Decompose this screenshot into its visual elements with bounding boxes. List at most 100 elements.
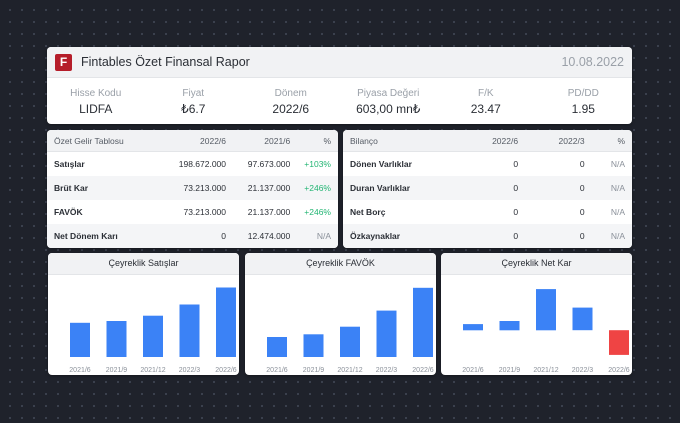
bar-2021-9 xyxy=(499,321,520,331)
metric-label: Fiyat xyxy=(182,88,205,99)
key-metrics: Hisse Kodu LIDFA Fiyat ₺6.7 Dönem 2022/6… xyxy=(47,78,632,124)
quarterly-net-profit-chart: 2021/6 2021/9 2021/12 2022/3 2022/6 xyxy=(462,289,630,374)
cell-current: 0 xyxy=(163,224,234,248)
chart-title: Çeyreklik FAVÖK xyxy=(245,253,436,275)
bar-2021-9 xyxy=(106,321,127,357)
chart-title: Çeyreklik Net Kar xyxy=(441,253,632,275)
report-title-bar: F Fintables Özet Finansal Rapor 10.08.20… xyxy=(47,47,632,78)
quarterly-sales-chart: 2021/6 2021/9 2021/12 2022/3 2022/6 xyxy=(69,287,237,374)
table-row: Brüt Kar 73.213.000 21.137.000 +246% xyxy=(47,176,338,200)
x-tick-label: 2021/12 xyxy=(337,367,362,374)
quarterly-favok-chart: 2021/6 2021/9 2021/12 2022/3 2022/6 xyxy=(266,287,434,374)
cell-current: 73.213.000 xyxy=(163,176,234,200)
cell-current: 0 xyxy=(458,224,526,248)
bar-2022-3 xyxy=(572,307,593,331)
metric-period: Dönem 2022/6 xyxy=(242,78,340,124)
cell-previous: 21.137.000 xyxy=(233,176,298,200)
fintables-logo-icon: F xyxy=(55,53,72,71)
report-header-card: F Fintables Özet Finansal Rapor 10.08.20… xyxy=(47,47,632,124)
x-tick-label: 2021/6 xyxy=(462,367,484,374)
metric-value: 23.47 xyxy=(470,102,501,116)
cell-change: N/A xyxy=(610,207,625,217)
metric-label: Dönem xyxy=(274,88,307,99)
bar-2021-12 xyxy=(340,326,360,357)
cell-change: +246% xyxy=(297,176,338,200)
x-tick-label: 2021/9 xyxy=(106,367,128,374)
row-label: Net Borç xyxy=(350,207,386,217)
cell-previous: 97.673.000 xyxy=(247,159,291,169)
column-header: Özet Gelir Tablosu xyxy=(47,130,164,152)
cell-change: N/A xyxy=(297,224,338,248)
column-header: % xyxy=(591,130,632,152)
quarterly-favok-chart-card: Çeyreklik FAVÖK 2021/6 2021/9 2021/12 2022/… xyxy=(245,253,436,375)
metric-label: PD/DD xyxy=(567,88,599,99)
metric-value: 1.95 xyxy=(571,102,595,116)
metric-label: F/K xyxy=(477,88,494,99)
x-tick-label: 2022/3 xyxy=(572,367,594,374)
metric-label: Hisse Kodu xyxy=(70,88,122,99)
cell-previous: 0 xyxy=(525,224,592,248)
x-tick-label: 2022/6 xyxy=(608,367,630,374)
metric-pb-ratio: PD/DD 1.95 xyxy=(535,78,633,124)
bar-2021-6 xyxy=(267,337,287,357)
cell-change: N/A xyxy=(610,159,625,169)
table-row: Net Dönem Karı 0 12.474.000 N/A xyxy=(47,224,338,248)
balance-sheet-table: Bilanço 2022/6 2022/3 % Dönen Varlıklar … xyxy=(343,130,632,248)
cell-current: 0 xyxy=(513,159,519,169)
row-label: Net Dönem Karı xyxy=(47,224,164,248)
bar-2021-12 xyxy=(536,289,556,331)
cell-change: +103% xyxy=(304,159,331,169)
quarterly-sales-chart-card: Çeyreklik Satışlar 2021/6 2021/9 2021/12 20… xyxy=(48,253,239,375)
bar-2022-6 xyxy=(216,287,236,357)
x-tick-label: 2021/9 xyxy=(499,367,521,374)
cell-previous: 0 xyxy=(579,207,585,217)
column-header: 2022/6 xyxy=(458,130,526,152)
row-label: Dönen Varlıklar xyxy=(350,159,412,169)
x-tick-label: 2022/6 xyxy=(412,367,434,374)
cell-previous: 0 xyxy=(525,176,592,200)
cell-change: N/A xyxy=(591,224,632,248)
x-tick-label: 2021/12 xyxy=(140,367,165,374)
x-tick-label: 2021/6 xyxy=(69,367,91,374)
bar-2022-6 xyxy=(413,287,433,357)
table-row: FAVÖK 73.213.000 21.137.000 +246% xyxy=(47,200,338,224)
balance-sheet-card: Bilanço 2022/6 2022/3 % Dönen Varlıklar … xyxy=(343,130,632,248)
column-header: Bilanço xyxy=(343,130,459,152)
table-row: Özkaynaklar 0 0 N/A xyxy=(343,224,632,248)
row-label: Özkaynaklar xyxy=(343,224,459,248)
metric-pe-ratio: F/K 23.47 xyxy=(437,78,535,124)
bar-2021-6 xyxy=(463,324,483,331)
report-date: 10.08.2022 xyxy=(561,55,624,69)
x-tick-label: 2021/6 xyxy=(266,367,288,374)
cell-current: 198.672.000 xyxy=(178,159,227,169)
row-label: Duran Varlıklar xyxy=(343,176,459,200)
income-statement-table: Özet Gelir Tablosu 2022/6 2021/6 % Satış… xyxy=(47,130,338,248)
quarterly-net-profit-chart-card: Çeyreklik Net Kar 2021/6 2021/9 2021/12 202… xyxy=(441,253,632,375)
table-row: Satışlar 198.672.000 97.673.000 +103% xyxy=(47,152,338,177)
cell-change: N/A xyxy=(591,176,632,200)
column-header: 2021/6 xyxy=(233,130,298,152)
x-tick-label: 2022/6 xyxy=(215,367,237,374)
table-header-row: Özet Gelir Tablosu 2022/6 2021/6 % xyxy=(47,130,338,152)
table-row: Net Borç 0 0 N/A xyxy=(343,200,632,224)
table-row: Duran Varlıklar 0 0 N/A xyxy=(343,176,632,200)
column-header: 2022/6 xyxy=(163,130,234,152)
metric-value: ₺6.7 xyxy=(181,102,206,116)
cell-current: 0 xyxy=(513,207,519,217)
bar-2021-12 xyxy=(143,315,163,357)
bar-2021-6 xyxy=(70,322,90,357)
bar-2021-9 xyxy=(303,334,324,357)
bar-2022-3 xyxy=(376,310,397,357)
metric-value: LIDFA xyxy=(79,102,113,116)
table-row: Dönen Varlıklar 0 0 N/A xyxy=(343,152,632,177)
cell-previous: 12.474.000 xyxy=(233,224,298,248)
bar-2022-6 xyxy=(609,330,629,355)
metric-stock-code: Hisse Kodu LIDFA xyxy=(47,78,145,124)
x-tick-label: 2022/3 xyxy=(179,367,201,374)
row-label: FAVÖK xyxy=(54,207,83,217)
metric-value: 2022/6 xyxy=(272,102,310,116)
metric-label: Piyasa Değeri xyxy=(357,88,420,99)
chart-title: Çeyreklik Satışlar xyxy=(48,253,239,275)
column-header: % xyxy=(297,130,338,152)
column-header: 2022/3 xyxy=(525,130,592,152)
